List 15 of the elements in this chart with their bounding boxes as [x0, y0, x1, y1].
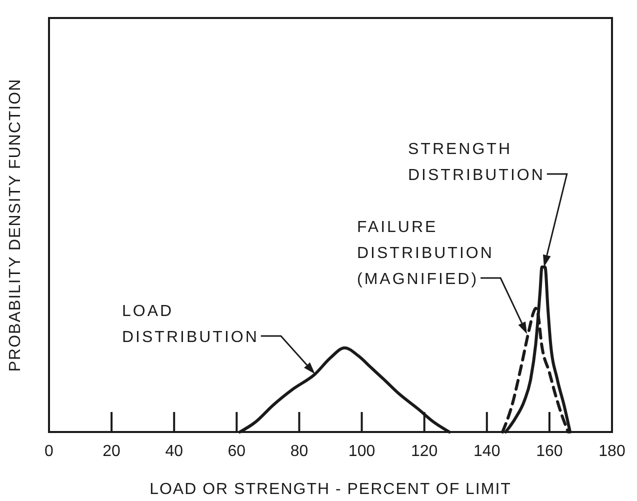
x-tick-label: 60 [228, 443, 246, 460]
x-tick-label: 180 [598, 443, 626, 460]
y-axis-title: PROBABILITY DENSITY FUNCTION [7, 78, 24, 372]
x-tick-label: 40 [165, 443, 184, 460]
text: STRENGTH DISTRIBUTION [408, 141, 545, 184]
x-tick-label: 80 [290, 443, 308, 460]
x-tick-label: 100 [348, 443, 376, 460]
x-tick-label: 20 [102, 443, 121, 460]
annotation: LOAD DISTRIBUTION [122, 303, 259, 346]
x-axis-title: LOAD OR STRENGTH - PERCENT OF LIMIT [150, 481, 512, 498]
x-tick-label: 0 [44, 443, 54, 460]
x-tick-label: 120 [410, 443, 438, 460]
x-tick-label: 140 [474, 443, 500, 460]
x-tick-label: 160 [536, 443, 563, 460]
annotation: FAILURE DISTRIBUTION (MAGNIFIED) [357, 219, 494, 288]
